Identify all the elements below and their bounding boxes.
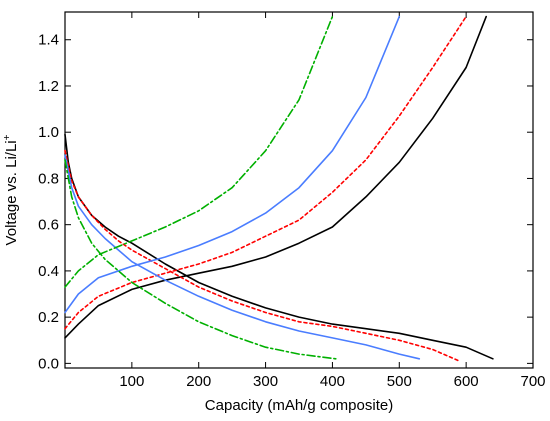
- series-4-charge-line: [64, 15, 334, 288]
- series-layer: [64, 15, 494, 362]
- y-tick-label: 0.6: [38, 217, 59, 234]
- y-axis-title-main: Voltage vs. Li/Li: [3, 140, 20, 245]
- series-2-charge-line: [64, 15, 467, 330]
- axis-ticks: 100 200 300 400 500 600 700 0.0 0.2 0.4 0.6 0.8 1.0 1…: [38, 12, 546, 390]
- plot-frame: [64, 11, 534, 369]
- x-tick-label: 100: [119, 373, 144, 390]
- y-tick-label: 1.0: [38, 124, 59, 141]
- x-axis-title: Capacity (mAh/g composite): [205, 397, 393, 414]
- x-tick-label: 600: [454, 373, 479, 390]
- y-axis-title-superscript: +: [2, 134, 13, 140]
- y-tick-label: 0.8: [38, 170, 59, 187]
- x-tick-label: 500: [387, 373, 412, 390]
- x-tick-label: 200: [186, 373, 211, 390]
- y-tick-label: 1.2: [38, 78, 59, 95]
- y-axis-title: Voltage vs. Li/Li+: [2, 134, 20, 245]
- x-tick-label: 300: [253, 373, 278, 390]
- series-1-charge-line: [64, 15, 488, 339]
- series-3-charge-line: [64, 15, 401, 314]
- y-tick-label: 0.4: [38, 263, 59, 280]
- series-2-discharge-line: [64, 149, 461, 362]
- x-tick-label: 700: [520, 373, 545, 390]
- series-4-discharge-line: [64, 159, 337, 360]
- series-3-discharge-line: [64, 154, 421, 360]
- y-tick-label: 0.2: [38, 309, 59, 326]
- y-tick-label: 0.0: [38, 355, 59, 372]
- y-tick-label: 1.4: [38, 32, 59, 49]
- x-tick-label: 400: [320, 373, 345, 390]
